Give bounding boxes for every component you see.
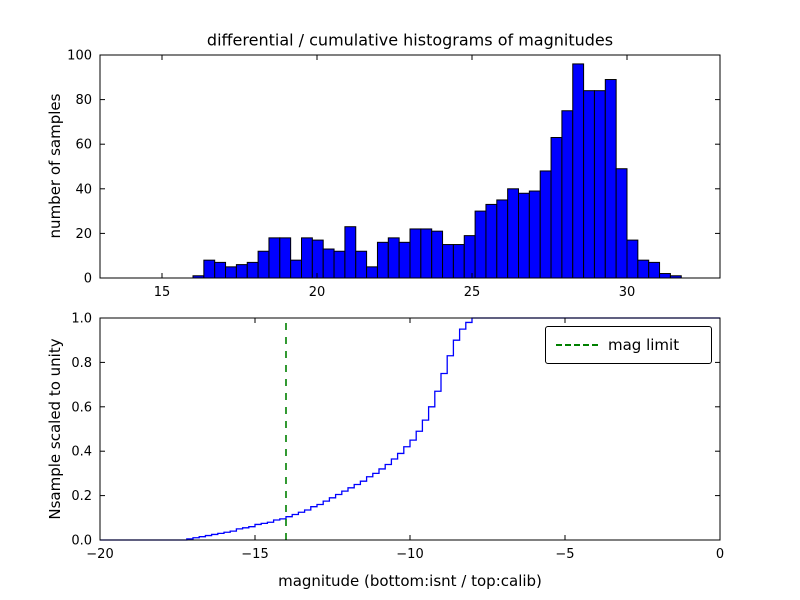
y-tick-label: 60 xyxy=(75,138,92,153)
y-tick-label: 0.0 xyxy=(71,534,92,549)
histogram-bar xyxy=(442,244,454,279)
histogram-bar xyxy=(420,228,433,279)
differential-histogram-plot: 15 20 25 30 0 20 40 60 80 100 xyxy=(67,49,721,300)
dashed-line-icon xyxy=(556,344,598,346)
x-tick-label: 25 xyxy=(464,285,481,300)
histogram-bar xyxy=(431,230,444,279)
x-tick-label: −5 xyxy=(555,547,574,562)
histogram-bar xyxy=(528,190,541,279)
histogram-bar xyxy=(301,237,313,279)
histogram-bar xyxy=(518,192,530,279)
y-tick-label: 0.4 xyxy=(71,445,92,460)
x-axis-label: magnitude (bottom:isnt / top:calib) xyxy=(278,572,542,590)
histogram-bar xyxy=(246,261,259,279)
histogram-bar xyxy=(355,250,368,279)
histogram-bar xyxy=(637,259,650,279)
histogram-bar xyxy=(235,264,248,279)
histogram-bar xyxy=(409,228,422,279)
histogram-bar xyxy=(268,237,281,279)
y-tick-label: 80 xyxy=(75,93,92,108)
histogram-bar xyxy=(485,203,498,279)
histogram-bar xyxy=(322,248,335,279)
histogram-bar xyxy=(203,259,216,279)
histogram-bar xyxy=(463,235,476,279)
x-tick-label: −20 xyxy=(86,547,113,562)
histogram-bar xyxy=(550,137,563,279)
cumulative-step-line xyxy=(100,317,720,541)
histogram-bar xyxy=(583,90,595,279)
y-tick-label: 0.2 xyxy=(71,489,92,504)
histogram-bar xyxy=(561,110,574,279)
histogram-bar xyxy=(593,90,606,279)
x-tick-label: 20 xyxy=(309,285,326,300)
y-tick-label: 20 xyxy=(75,227,92,242)
x-tick-label: 15 xyxy=(154,285,171,300)
bottom-plot-ylabel: Nsample scaled to unity xyxy=(46,338,64,520)
y-tick-label: 0 xyxy=(84,272,92,287)
y-tick-label: 1.0 xyxy=(71,312,92,327)
histogram-bar xyxy=(572,63,585,279)
x-tick-label: 30 xyxy=(619,285,636,300)
histogram-bar xyxy=(344,226,357,279)
histogram-bar xyxy=(648,261,661,279)
histogram-bar xyxy=(474,210,487,279)
legend-box: mag limit xyxy=(545,326,712,364)
y-tick-label: 0.8 xyxy=(71,356,92,371)
histogram-bar xyxy=(615,168,628,279)
x-tick-label: −10 xyxy=(396,547,423,562)
histogram-bar xyxy=(496,199,509,279)
x-tick-label: 0 xyxy=(716,547,724,562)
histogram-bar xyxy=(452,244,465,279)
histogram-bar xyxy=(659,273,671,279)
histogram-bar xyxy=(366,266,378,279)
histogram-bar xyxy=(539,170,552,279)
histogram-bar xyxy=(214,261,227,279)
histogram-bar xyxy=(225,266,237,279)
axes-frame xyxy=(99,54,721,279)
histogram-bar xyxy=(290,259,302,279)
legend-label: mag limit xyxy=(608,336,680,354)
histogram-bar xyxy=(387,237,400,279)
histogram-bar xyxy=(626,239,639,279)
y-tick-label: 40 xyxy=(75,182,92,197)
histogram-bar xyxy=(279,237,292,279)
y-tick-label: 100 xyxy=(67,49,92,64)
histogram-bar xyxy=(507,188,519,279)
histogram-bar xyxy=(257,250,270,279)
histogram-bar xyxy=(376,241,389,279)
histogram-bar xyxy=(398,241,411,279)
y-tick-label: 0.6 xyxy=(71,400,92,415)
figure-title: differential / cumulative histograms of … xyxy=(206,30,614,50)
histogram-bar xyxy=(311,239,324,279)
histogram-bar xyxy=(333,250,346,279)
top-plot-ylabel: number of samples xyxy=(46,93,64,239)
x-tick-label: −15 xyxy=(241,547,268,562)
histogram-bar xyxy=(604,79,617,279)
